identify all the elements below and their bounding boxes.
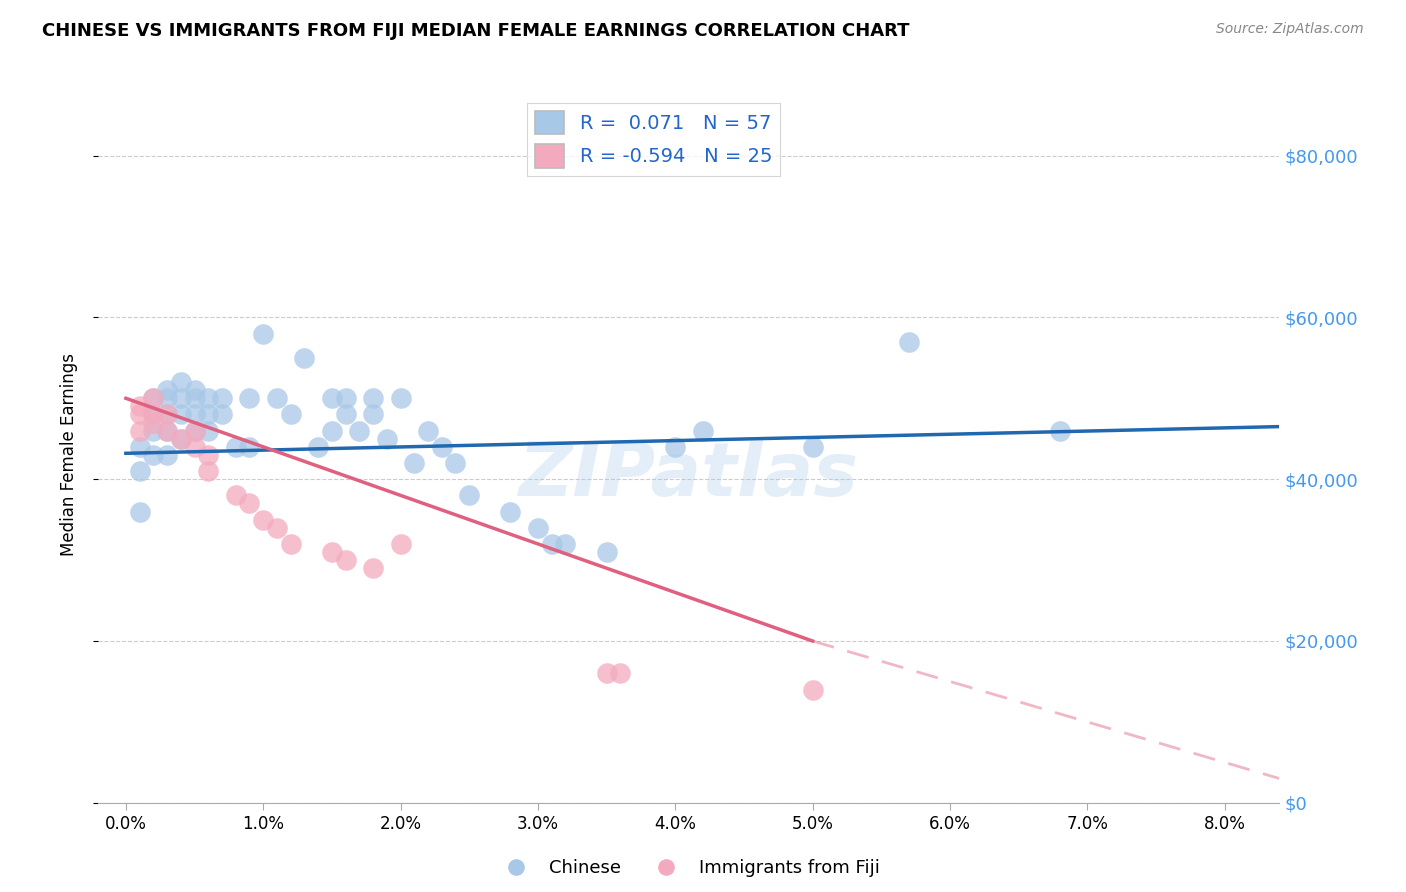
Point [170,432,193,446]
Point [128,408,150,422]
Point [197,448,219,462]
Point [595,545,617,559]
Point [801,440,824,454]
Point [170,375,193,389]
Point [252,326,274,341]
Point [444,456,467,470]
Point [375,432,398,446]
Point [361,561,384,575]
Point [595,666,617,681]
Point [183,392,205,406]
Point [142,392,165,406]
Point [128,400,150,414]
Point [128,464,150,478]
Point [897,334,920,349]
Point [183,408,205,422]
Point [128,504,150,518]
Point [156,424,179,438]
Text: CHINESE VS IMMIGRANTS FROM FIJI MEDIAN FEMALE EARNINGS CORRELATION CHART: CHINESE VS IMMIGRANTS FROM FIJI MEDIAN F… [42,22,910,40]
Point [128,424,150,438]
Point [142,392,165,406]
Point [664,440,686,454]
Point [280,408,302,422]
Point [156,408,179,422]
Point [183,440,205,454]
Text: Source: ZipAtlas.com: Source: ZipAtlas.com [1216,22,1364,37]
Legend: Chinese, Immigrants from Fiji: Chinese, Immigrants from Fiji [491,852,887,884]
Point [349,424,371,438]
Text: ZIPatlas: ZIPatlas [519,439,859,512]
Point [692,424,714,438]
Point [170,392,193,406]
Point [430,440,453,454]
Point [142,416,165,430]
Point [197,408,219,422]
Point [156,383,179,397]
Point [142,408,165,422]
Point [389,392,412,406]
Point [554,537,576,551]
Point [321,392,343,406]
Point [211,392,233,406]
Point [156,392,179,406]
Point [361,408,384,422]
Point [128,440,150,454]
Point [307,440,329,454]
Point [416,424,439,438]
Point [540,537,562,551]
Point [404,456,426,470]
Point [142,408,165,422]
Point [183,383,205,397]
Point [170,432,193,446]
Point [225,488,247,502]
Point [527,521,550,535]
Point [361,392,384,406]
Point [238,392,260,406]
Point [170,408,193,422]
Point [156,424,179,438]
Point [197,424,219,438]
Point [321,545,343,559]
Point [238,496,260,510]
Point [609,666,631,681]
Point [156,408,179,422]
Point [238,440,260,454]
Point [266,392,288,406]
Point [197,392,219,406]
Point [499,504,522,518]
Point [280,537,302,551]
Point [801,682,824,697]
Point [335,408,357,422]
Point [321,424,343,438]
Point [142,448,165,462]
Point [211,408,233,422]
Point [183,424,205,438]
Point [142,424,165,438]
Point [197,464,219,478]
Point [266,521,288,535]
Point [1049,424,1071,438]
Y-axis label: Median Female Earnings: Median Female Earnings [59,353,77,557]
Point [389,537,412,551]
Point [225,440,247,454]
Point [458,488,481,502]
Point [294,351,316,365]
Point [252,513,274,527]
Point [156,448,179,462]
Point [335,553,357,567]
Point [335,392,357,406]
Point [183,424,205,438]
